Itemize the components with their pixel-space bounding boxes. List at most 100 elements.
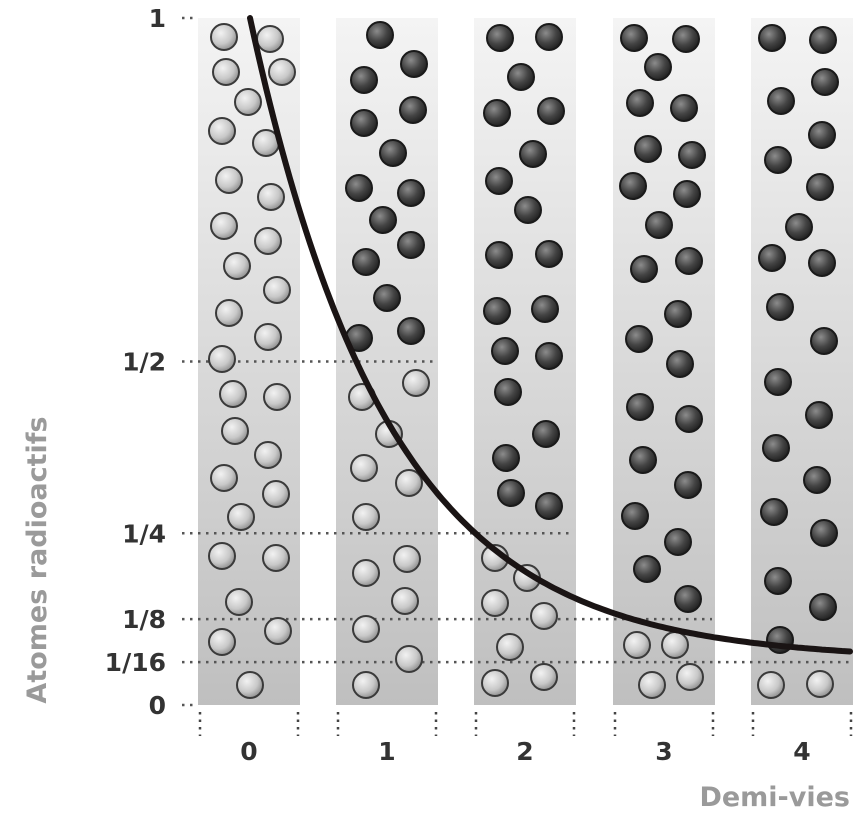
radioactive-atom <box>263 276 291 304</box>
radioactive-atom <box>530 663 558 691</box>
decayed-atom <box>664 300 692 328</box>
radioactive-atom <box>256 25 284 53</box>
radioactive-atom <box>254 227 282 255</box>
x-axis-tick-labels: 0 1 2 3 4 <box>240 737 810 766</box>
decayed-atom <box>621 502 649 530</box>
radioactive-atom <box>257 183 285 211</box>
atoms <box>208 21 839 699</box>
decayed-atom <box>810 327 838 355</box>
decayed-atom <box>808 121 836 149</box>
radioactive-atom <box>806 670 834 698</box>
decayed-atom <box>535 240 563 268</box>
decayed-atom <box>666 350 694 378</box>
y-axis-title: Atomes radioactifs <box>22 416 53 703</box>
decayed-atom <box>758 244 786 272</box>
radioactive-atom <box>262 480 290 508</box>
radioactive-atom <box>262 544 290 572</box>
radioactive-atom <box>254 323 282 351</box>
decayed-atom <box>762 434 790 462</box>
decayed-atom <box>620 24 648 52</box>
x-tick-label: 3 <box>655 737 672 766</box>
decayed-atom <box>764 146 792 174</box>
radioactive-atom <box>352 615 380 643</box>
decayed-atom <box>626 393 654 421</box>
column-1 <box>336 18 438 705</box>
decayed-atom <box>634 135 662 163</box>
decayed-atom <box>675 247 703 275</box>
radioactive-atom <box>395 469 423 497</box>
decayed-atom <box>675 405 703 433</box>
decayed-atom <box>399 96 427 124</box>
decayed-atom <box>497 479 525 507</box>
decayed-atom <box>350 109 378 137</box>
radioactive-atom <box>210 464 238 492</box>
radioactive-atom <box>352 503 380 531</box>
radioactive-atom <box>530 602 558 630</box>
decayed-atom <box>645 211 673 239</box>
decayed-atom <box>514 196 542 224</box>
x-tick-label: 0 <box>240 737 257 766</box>
decayed-atom <box>805 401 833 429</box>
decayed-atom <box>810 519 838 547</box>
decayed-atom <box>811 68 839 96</box>
radioactive-atom <box>757 671 785 699</box>
decayed-atom <box>494 378 522 406</box>
decayed-atom <box>806 173 834 201</box>
decayed-atom <box>537 97 565 125</box>
decayed-atom <box>678 141 706 169</box>
x-tick-label: 1 <box>378 737 395 766</box>
decayed-atom <box>350 66 378 94</box>
radioactive-atom <box>254 441 282 469</box>
radioactive-atom <box>623 631 651 659</box>
y-tick-label: 1/4 <box>122 519 166 548</box>
decayed-atom <box>485 167 513 195</box>
radioactive-atom <box>393 545 421 573</box>
radioactive-atom <box>263 383 291 411</box>
decayed-atom <box>486 24 514 52</box>
radioactive-atom <box>481 669 509 697</box>
radioactive-atom <box>268 58 296 86</box>
decayed-atom <box>809 593 837 621</box>
decayed-atom <box>633 555 661 583</box>
decayed-atom <box>400 50 428 78</box>
decayed-atom <box>491 337 519 365</box>
decayed-atom <box>766 293 794 321</box>
decayed-atom <box>535 23 563 51</box>
radioactive-atom <box>212 58 240 86</box>
decayed-atom <box>785 213 813 241</box>
radioactive-atom <box>402 369 430 397</box>
radioactive-atom <box>234 88 262 116</box>
radioactive-atom <box>210 23 238 51</box>
radioactive-atom <box>350 454 378 482</box>
decayed-atom <box>483 297 511 325</box>
decayed-atom <box>397 317 425 345</box>
y-tick-label: 1/8 <box>122 605 166 634</box>
radioactive-atom <box>227 503 255 531</box>
radioactive-atom <box>219 380 247 408</box>
decayed-atom <box>345 174 373 202</box>
decayed-atom <box>760 498 788 526</box>
decayed-atom <box>644 53 672 81</box>
radioactive-atom <box>676 663 704 691</box>
decayed-atom <box>369 206 397 234</box>
decayed-atom <box>630 255 658 283</box>
y-tick-label: 1/16 <box>105 648 166 677</box>
radioactive-atom <box>225 588 253 616</box>
decayed-atom <box>535 342 563 370</box>
decayed-atom <box>672 25 700 53</box>
y-tick-label: 1 <box>149 4 166 33</box>
decayed-atom <box>535 492 563 520</box>
radioactive-atom <box>215 166 243 194</box>
y-tick-label: 1/2 <box>122 348 166 377</box>
decayed-atom <box>483 99 511 127</box>
decayed-atom <box>531 295 559 323</box>
decayed-atom <box>366 21 394 49</box>
columns <box>198 18 853 736</box>
decayed-atom <box>758 24 786 52</box>
column-4 <box>751 18 853 705</box>
radioactive-atom <box>481 589 509 617</box>
decayed-atom <box>629 446 657 474</box>
x-axis-title: Demi-vies <box>699 782 850 813</box>
radioactive-atom <box>221 417 249 445</box>
